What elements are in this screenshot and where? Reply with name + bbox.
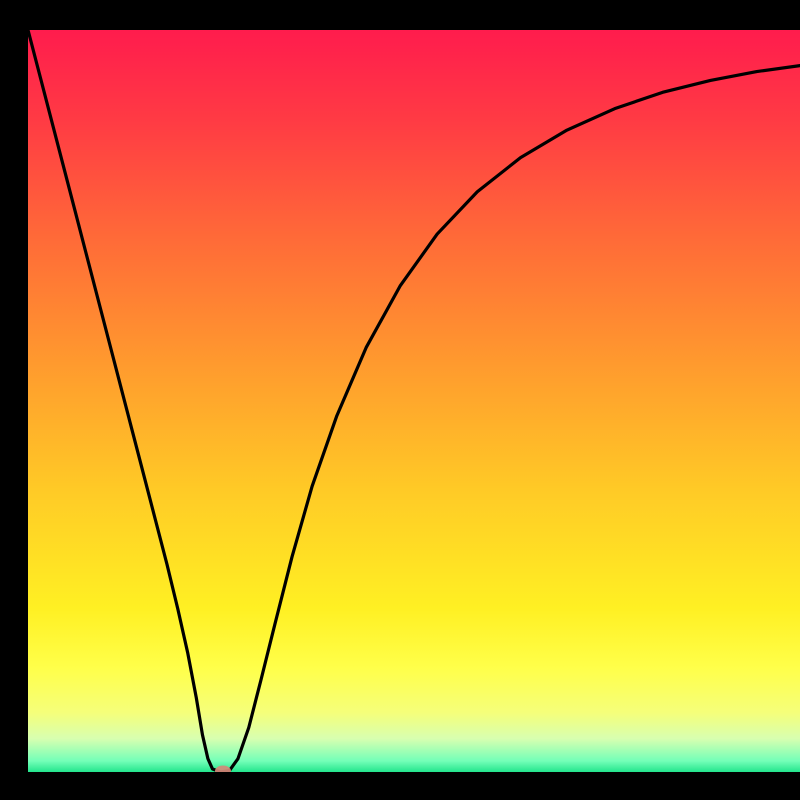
axis-top xyxy=(0,0,800,30)
axis-left xyxy=(0,0,28,800)
plot-area xyxy=(28,30,800,772)
axis-bottom xyxy=(0,772,800,800)
line-curve xyxy=(28,30,800,772)
chart-container: TheBottleneck.com xyxy=(0,0,800,800)
curve-path xyxy=(28,30,800,772)
